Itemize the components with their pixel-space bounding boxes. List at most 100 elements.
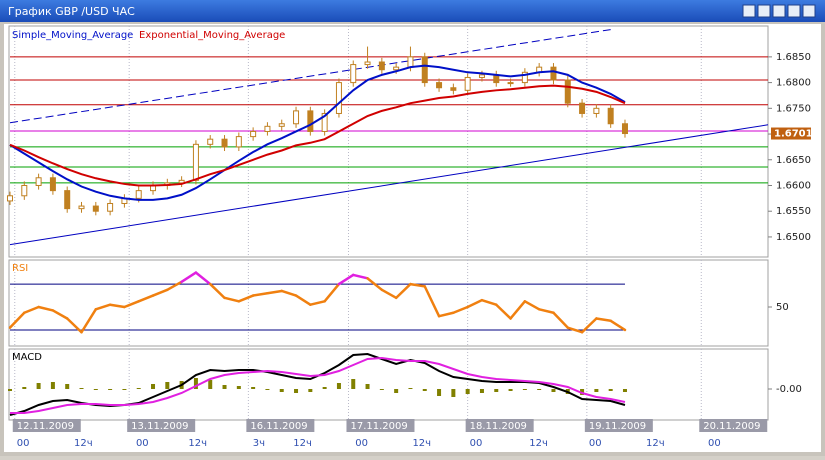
histogram-bar bbox=[451, 389, 456, 397]
candle-body bbox=[307, 110, 314, 132]
hour-label: 12ч bbox=[293, 438, 312, 449]
rsi-segment bbox=[523, 300, 541, 311]
close-button[interactable] bbox=[802, 4, 816, 18]
histogram-bar bbox=[437, 389, 442, 396]
y-tick-label: 1.6500 bbox=[776, 232, 811, 243]
minimize-button[interactable] bbox=[787, 4, 801, 18]
rsi-segment bbox=[609, 319, 627, 332]
hour-label: 00 bbox=[17, 438, 30, 449]
window-title: График GBP /USD ЧАС bbox=[8, 5, 135, 18]
histogram-bar bbox=[36, 383, 41, 389]
hour-label: 12ч bbox=[74, 438, 93, 449]
histogram-bar bbox=[379, 389, 384, 390]
candle-body bbox=[321, 112, 328, 132]
candle-body bbox=[49, 177, 56, 192]
histogram-bar bbox=[608, 389, 613, 391]
ma-line bbox=[9, 84, 626, 187]
rsi-segment bbox=[537, 308, 555, 314]
rsi-segment bbox=[123, 300, 140, 309]
histogram-bar bbox=[408, 388, 413, 389]
rsi-segment bbox=[552, 311, 570, 329]
histogram-bar bbox=[265, 389, 270, 390]
rsi-segment bbox=[394, 282, 412, 300]
date-label: 13.11.2009 bbox=[131, 421, 188, 432]
histogram-bar bbox=[93, 389, 98, 390]
histogram-bar bbox=[151, 384, 156, 389]
histogram-bar bbox=[50, 382, 55, 389]
y-tick-label: 1.6650 bbox=[776, 155, 811, 166]
histogram-bar bbox=[365, 384, 370, 389]
legend-entry: Exponential_Moving_Average bbox=[139, 30, 285, 41]
macd-line bbox=[10, 356, 626, 414]
y-tick-label: 1.6550 bbox=[776, 206, 811, 217]
rsi-panel bbox=[8, 259, 769, 347]
y-tick-label: 1.6600 bbox=[776, 180, 811, 191]
hour-label: 00 bbox=[708, 438, 721, 449]
last-price-label: 1.6701 bbox=[774, 129, 813, 140]
price-panel bbox=[8, 25, 769, 258]
candle-body bbox=[621, 123, 628, 135]
candle-body bbox=[264, 125, 271, 132]
histogram-bar bbox=[279, 389, 284, 392]
hour-label: 12ч bbox=[529, 438, 548, 449]
rsi-segment bbox=[180, 271, 198, 284]
hour-label: 12ч bbox=[412, 438, 431, 449]
histogram-bar bbox=[108, 389, 113, 390]
y-tick-label: 1.6850 bbox=[776, 52, 811, 63]
date-label: 20.11.2009 bbox=[703, 421, 760, 432]
trend-line bbox=[9, 124, 769, 246]
date-label: 19.11.2009 bbox=[589, 421, 646, 432]
rsi-segment bbox=[208, 282, 226, 300]
histogram-bar bbox=[622, 389, 627, 392]
candle-body bbox=[221, 138, 228, 148]
candle-body bbox=[421, 56, 428, 84]
histogram-bar bbox=[336, 383, 341, 389]
candle-body bbox=[564, 79, 571, 104]
y-tick-label: 50 bbox=[776, 302, 789, 313]
rsi-segment bbox=[580, 317, 598, 334]
hour-label: 00 bbox=[136, 438, 149, 449]
candle-body bbox=[436, 82, 443, 89]
rsi-segment bbox=[65, 317, 83, 334]
candle-body bbox=[7, 195, 13, 202]
histogram-bar bbox=[537, 389, 542, 390]
histogram-bar bbox=[165, 382, 170, 389]
rsi-segment bbox=[194, 271, 212, 286]
candle-body bbox=[364, 61, 371, 66]
panel-title: RSI bbox=[12, 263, 28, 274]
candle-body bbox=[378, 61, 385, 71]
rsi-segment bbox=[437, 311, 455, 318]
candle-body bbox=[607, 107, 614, 125]
candle-body bbox=[192, 143, 199, 181]
rsi-segment bbox=[280, 289, 298, 297]
hour-label: 00 bbox=[470, 438, 483, 449]
date-label-box bbox=[246, 419, 315, 432]
date-label: 17.11.2009 bbox=[350, 421, 407, 432]
cascade-button[interactable] bbox=[772, 4, 786, 18]
candle-body bbox=[593, 107, 600, 114]
candle-body bbox=[92, 205, 99, 212]
rsi-segment bbox=[409, 282, 427, 288]
rsi-segment bbox=[37, 305, 55, 312]
legend-entry: Simple_Moving_Average bbox=[12, 30, 133, 41]
histogram-bar bbox=[294, 389, 299, 393]
rsi-segment bbox=[223, 296, 241, 303]
rsi-segment bbox=[51, 309, 69, 320]
histogram-bar bbox=[22, 387, 27, 389]
rsi-segment bbox=[380, 288, 398, 300]
rsi-segment bbox=[595, 317, 612, 323]
rsi-segment bbox=[137, 294, 155, 303]
histogram-bar bbox=[122, 389, 127, 390]
histogram-bar bbox=[479, 389, 484, 393]
rsi-segment bbox=[166, 280, 183, 292]
candle-body bbox=[207, 138, 214, 145]
help-button[interactable] bbox=[742, 4, 756, 18]
rsi-segment bbox=[480, 298, 498, 306]
date-label: 16.11.2009 bbox=[250, 421, 307, 432]
histogram-bar bbox=[236, 386, 241, 389]
rsi-segment bbox=[94, 303, 112, 311]
rsi-segment bbox=[323, 282, 341, 303]
histogram-bar bbox=[8, 389, 12, 391]
tile-button[interactable] bbox=[757, 4, 771, 18]
histogram-bar bbox=[222, 385, 227, 389]
